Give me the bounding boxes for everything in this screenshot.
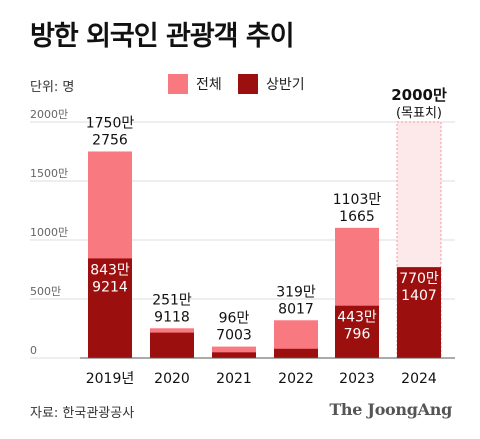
bar-half	[88, 258, 132, 358]
target-label: 2000만	[391, 86, 447, 104]
bar-total-sublabel: 7003	[216, 328, 252, 344]
legend-swatch-half	[238, 74, 258, 94]
x-tick-label: 2022	[278, 371, 314, 387]
legend-swatch-total	[168, 74, 188, 94]
bar-half-label: 843만	[90, 262, 130, 278]
bar-total-sublabel: 9118	[154, 309, 190, 325]
bar-half-label: 443만	[337, 310, 377, 326]
bar-half	[150, 332, 194, 358]
chart-title: 방한 외국인 관광객 추이	[30, 21, 295, 52]
y-tick-label: 2000만	[30, 108, 68, 121]
source-note: 자료: 한국관광공사	[30, 406, 135, 421]
bar-half-sublabel: 1407	[401, 288, 437, 304]
bar-half-sublabel: 9214	[92, 279, 128, 295]
bar-half-label: 770만	[399, 271, 439, 287]
bar-total-sublabel: 2756	[92, 132, 128, 148]
y-tick-label: 1000만	[30, 226, 68, 239]
legend: 전체 상반기	[0, 74, 480, 94]
bar-total-label: 319만	[276, 284, 316, 300]
bar-total-label: 251만	[152, 292, 192, 308]
bar-total	[212, 346, 256, 358]
bar-half-sublabel: 796	[344, 327, 371, 343]
bar-total-label: 1103만	[333, 192, 382, 208]
bar-half	[397, 267, 441, 358]
x-tick-label: 2019년	[86, 371, 135, 387]
brand-logo: The JoongAng	[329, 400, 452, 419]
x-tick-label: 2023	[339, 371, 375, 387]
legend-item-half: 상반기	[238, 74, 305, 94]
bar-total-label: 1750만	[86, 115, 135, 131]
unit-label: 단위: 명	[30, 80, 75, 95]
y-tick-label: 0	[30, 344, 37, 357]
y-tick-label: 500만	[30, 285, 61, 298]
bar-total-label: 96만	[219, 311, 250, 327]
bar-half	[335, 305, 379, 358]
target-sublabel: (목표치)	[396, 106, 442, 121]
bar-total-sublabel: 1665	[339, 209, 375, 225]
legend-label-total: 전체	[196, 77, 222, 93]
bar-total-sublabel: 8017	[278, 301, 314, 317]
x-tick-label: 2021	[216, 371, 252, 387]
legend-label-half: 상반기	[266, 77, 305, 93]
y-tick-label: 1500만	[30, 167, 68, 180]
bar-half	[274, 348, 318, 358]
bar-half	[212, 352, 256, 358]
x-tick-label: 2020	[154, 371, 190, 387]
x-tick-label: 2024	[401, 371, 437, 387]
legend-item-total: 전체	[168, 74, 222, 94]
